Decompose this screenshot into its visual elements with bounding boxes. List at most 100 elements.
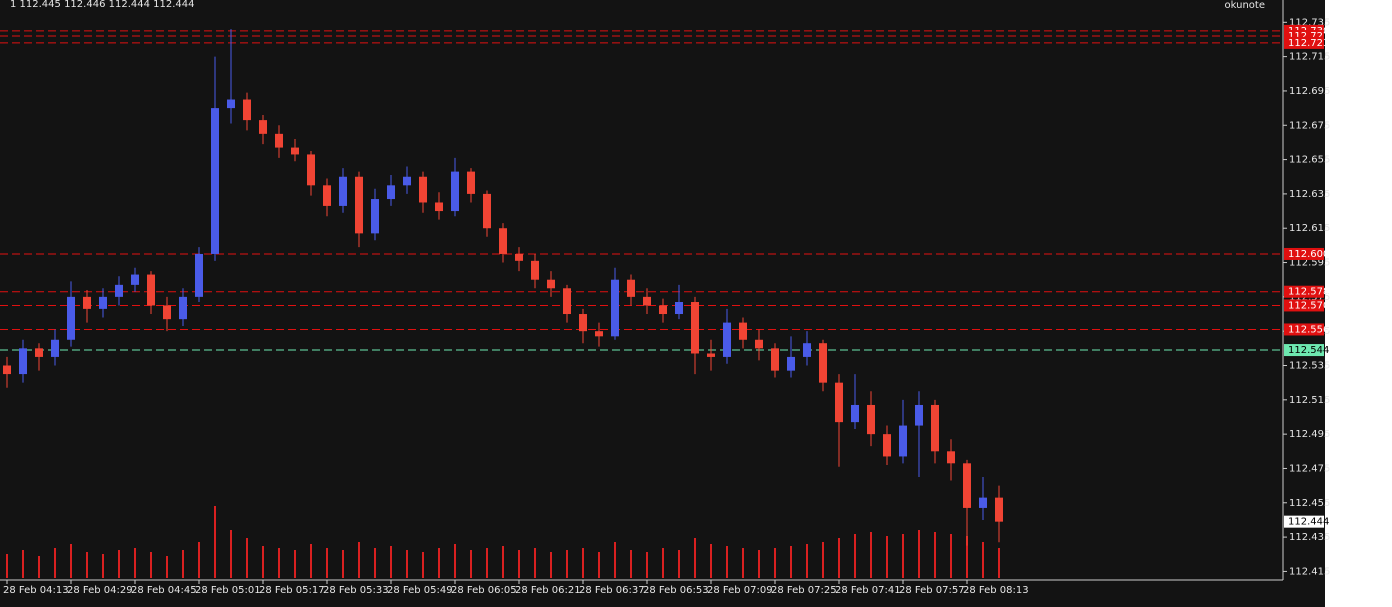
ohlc-text: 1 112.445 112.446 112.444 112.444 (10, 0, 195, 10)
candle-body (83, 296, 91, 309)
volume-bar (742, 548, 744, 578)
level-label-box (1284, 36, 1324, 49)
candle-body (995, 497, 1003, 522)
candle-body (531, 260, 539, 280)
x-tick-label: 28 Feb 07:09 (707, 585, 773, 596)
volume-bar (630, 550, 632, 578)
candle-body (371, 199, 379, 234)
volume-bar (950, 534, 952, 578)
x-tick-label: 28 Feb 07:41 (835, 585, 901, 596)
candle-body (99, 296, 107, 309)
candle-body (931, 404, 939, 452)
y-tick-label: 112.675 (1289, 120, 1330, 131)
candle-body (499, 228, 507, 254)
candle-body (451, 171, 459, 212)
candle-body (563, 288, 571, 315)
volume-bar (134, 548, 136, 578)
y-tick-label: 112.535 (1289, 361, 1330, 372)
x-tick-label: 28 Feb 05:33 (323, 585, 389, 596)
level-label: 112.544 (1288, 345, 1329, 356)
volume-bar (694, 538, 696, 578)
x-tick-label: 28 Feb 04:29 (67, 585, 133, 596)
volume-bar (70, 544, 72, 578)
level-label: 112.570 (1288, 300, 1329, 311)
candle-body (51, 339, 59, 357)
y-tick-label: 112.475 (1289, 463, 1330, 474)
candle-body (67, 296, 75, 340)
volume-bar (534, 548, 536, 578)
candle-body (259, 120, 267, 134)
candle-body (755, 339, 763, 349)
volume-bar (822, 542, 824, 578)
volume-bar (598, 552, 600, 578)
y-tick-label: 112.415 (1289, 566, 1330, 577)
candle-body (3, 365, 11, 375)
candle-body (467, 171, 475, 194)
candle-body (899, 425, 907, 457)
candle-body (355, 176, 363, 234)
candle-body (419, 176, 427, 203)
volume-bar (198, 542, 200, 578)
candle-body (179, 296, 187, 320)
volume-bar (246, 538, 248, 578)
y-tick-label: 112.655 (1289, 155, 1330, 166)
candle-body (835, 382, 843, 423)
volume-bar (550, 552, 552, 578)
volume-bar (662, 548, 664, 578)
x-tick-label: 28 Feb 07:57 (899, 585, 965, 596)
candle-body (963, 463, 971, 508)
volume-bar (758, 550, 760, 578)
volume-bar (294, 550, 296, 578)
candle-body (515, 253, 523, 261)
volume-bar (86, 552, 88, 578)
level-label: 112.723 (1288, 38, 1329, 49)
volume-bar (966, 536, 968, 578)
volume-bar (614, 542, 616, 578)
volume-bar (646, 552, 648, 578)
y-tick-label: 112.635 (1289, 189, 1330, 200)
candle-body (947, 451, 955, 464)
volume-bar (838, 538, 840, 578)
volume-bar (726, 546, 728, 578)
level-label: 112.600 (1288, 249, 1329, 260)
volume-bar (54, 548, 56, 578)
volume-bar (982, 542, 984, 578)
candle-body (243, 99, 251, 121)
last-price-label: 112.444 (1288, 517, 1329, 528)
last-price-box (1284, 515, 1324, 528)
volume-bar (854, 534, 856, 578)
level-label: 112.578 (1288, 287, 1329, 298)
y-tick-label: 112.735 (1289, 17, 1330, 28)
volume-bar (22, 550, 24, 578)
volume-bar (518, 550, 520, 578)
volume-bar (182, 550, 184, 578)
y-tick-label: 112.615 (1289, 223, 1330, 234)
volume-bar (390, 546, 392, 578)
volume-bar (486, 548, 488, 578)
candle-body (19, 348, 27, 375)
volume-bar (678, 550, 680, 578)
volume-bar (358, 542, 360, 578)
candle-body (115, 284, 123, 297)
volume-bar (710, 544, 712, 578)
candle-body (643, 296, 651, 306)
candle-body (483, 193, 491, 229)
candle-body (979, 497, 987, 508)
volume-bar (102, 554, 104, 578)
candle-body (851, 404, 859, 423)
y-tick-label: 112.595 (1289, 258, 1330, 269)
y-tick-label: 112.515 (1289, 395, 1330, 406)
candle-body (739, 322, 747, 340)
candle-body (323, 185, 331, 206)
volume-bar (214, 506, 216, 578)
candle-body (387, 185, 395, 200)
volume-bar (790, 546, 792, 578)
candle-body (867, 404, 875, 435)
candle-body (131, 274, 139, 285)
candle-body (883, 434, 891, 457)
candle-body (915, 404, 923, 426)
candle-body (627, 279, 635, 297)
volume-bar (918, 530, 920, 578)
x-tick-label: 28 Feb 06:37 (579, 585, 645, 596)
